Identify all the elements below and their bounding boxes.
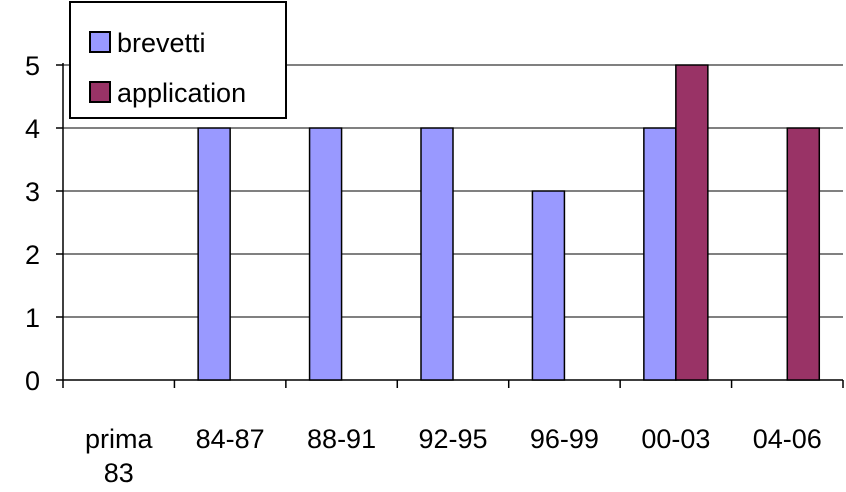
legend-label-brevetti: brevetti	[117, 28, 206, 58]
x-tick-label: 84-87	[196, 424, 265, 454]
x-tick-label: 92-95	[418, 424, 487, 454]
x-tick-label: 88-91	[307, 424, 376, 454]
x-tick-label: 96-99	[530, 424, 599, 454]
x-tick-label: 04-06	[753, 424, 822, 454]
bar-brevetti-00-03	[643, 127, 677, 381]
bars	[197, 64, 821, 381]
bar-brevetti-88-91	[308, 127, 343, 381]
y-tick-label: 2	[25, 240, 40, 270]
x-tick-label: prima 83	[85, 424, 153, 488]
bar-application-00-03	[675, 64, 709, 381]
x-tick-label: 00-03	[641, 424, 710, 454]
legend: brevetti application	[69, 1, 287, 119]
y-tick-label: 1	[25, 303, 40, 333]
legend-swatch-brevetti	[89, 31, 111, 53]
bar-brevetti-84-87	[197, 127, 231, 381]
y-tick-label: 3	[25, 177, 40, 207]
x-tick-labels: prima 83 84-87 88-91 92-95 96-99 00-03 04-06	[85, 424, 822, 488]
y-tick-label: 0	[25, 366, 40, 396]
legend-label-application: application	[117, 78, 246, 108]
legend-swatch-application	[89, 81, 111, 103]
y-tick-label: 5	[25, 51, 40, 81]
y-tick-labels: 0 1 2 3 4 5	[25, 51, 40, 396]
bar-brevetti-92-95	[420, 127, 454, 381]
bar-application-04-06	[786, 127, 821, 381]
y-tick-label: 4	[25, 114, 40, 144]
bar-brevetti-96-99	[531, 190, 566, 381]
